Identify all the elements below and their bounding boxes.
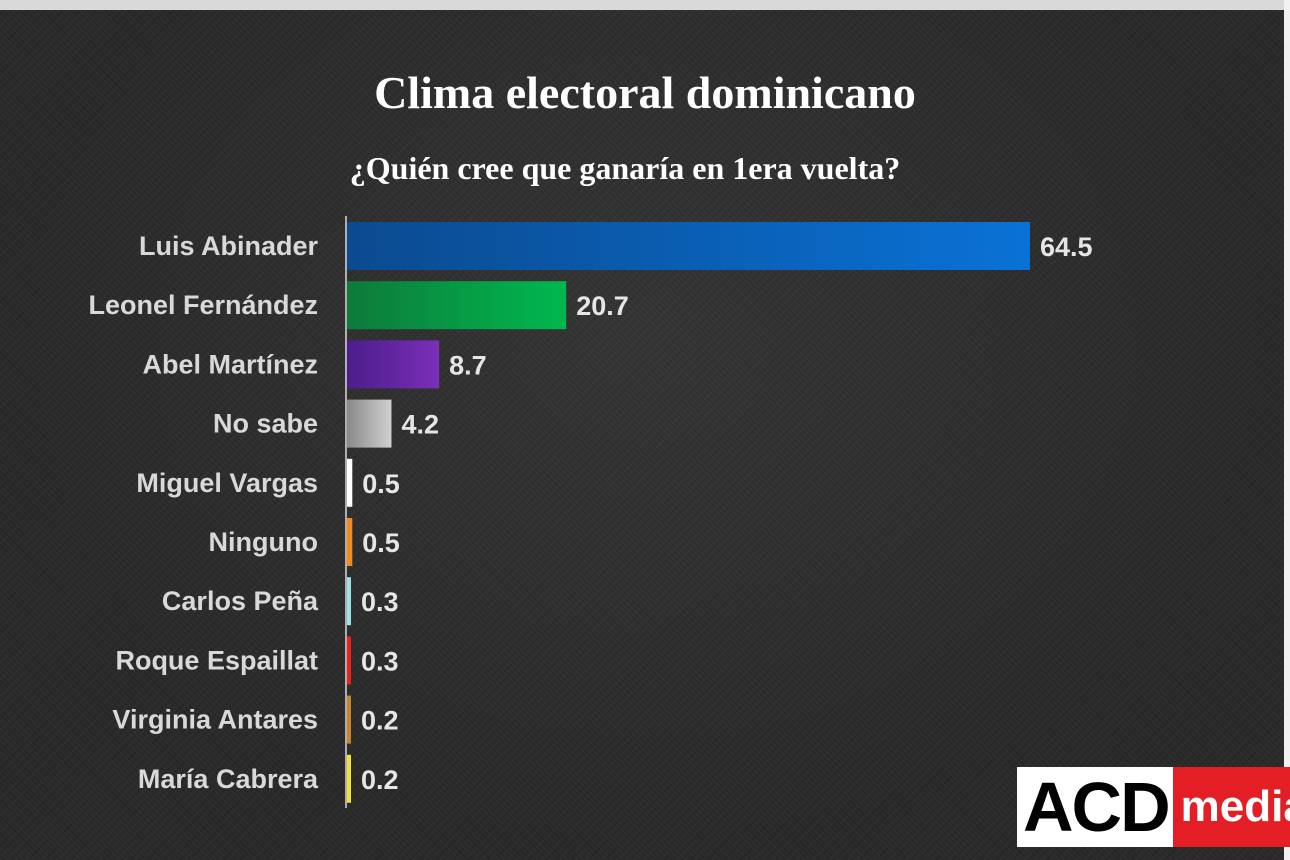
bar xyxy=(347,695,351,744)
value-label: 0.3 xyxy=(361,646,399,676)
value-label: 0.3 xyxy=(361,587,399,617)
value-label: 20.7 xyxy=(576,291,629,321)
value-label: 0.5 xyxy=(362,528,400,558)
top-border-strip xyxy=(0,0,1290,10)
value-label: 0.2 xyxy=(361,765,399,795)
value-label: 8.7 xyxy=(449,350,487,380)
acd-media-logo: ACD media xyxy=(1017,767,1290,847)
bar xyxy=(347,577,351,626)
category-label: Ninguno xyxy=(209,527,318,557)
bar xyxy=(347,458,353,507)
category-label: Carlos Peña xyxy=(162,586,319,616)
category-label: Miguel Vargas xyxy=(136,468,318,498)
bar xyxy=(347,340,440,389)
category-label: Roque Espaillat xyxy=(115,645,318,675)
bar xyxy=(347,399,392,448)
category-label: Leonel Fernández xyxy=(88,290,318,320)
value-label: 4.2 xyxy=(401,410,439,440)
category-label: Luis Abinader xyxy=(139,231,319,261)
category-label: Abel Martínez xyxy=(142,349,318,379)
value-label: 0.2 xyxy=(361,706,399,736)
bar xyxy=(347,518,353,566)
chart-subtitle: ¿Quién cree que ganaría en 1era vuelta? xyxy=(349,150,901,186)
right-border-strip xyxy=(1284,0,1290,860)
bar xyxy=(347,281,567,330)
bar xyxy=(347,636,351,685)
logo-acd-text: ACD xyxy=(1017,767,1173,847)
chart-title: Clima electoral dominicano xyxy=(374,67,916,118)
category-label: No sabe xyxy=(213,409,318,439)
bar xyxy=(347,754,351,803)
bars-group: Luis Abinader 64.5 Leonel Fernández 20.7 Abe… xyxy=(88,222,1093,803)
bar xyxy=(347,222,1030,270)
value-label: 64.5 xyxy=(1040,232,1093,262)
value-label: 0.5 xyxy=(362,469,400,499)
category-label: María Cabrera xyxy=(138,764,319,794)
category-label: Virginia Antares xyxy=(112,705,318,735)
logo-media-text: media xyxy=(1172,767,1290,847)
